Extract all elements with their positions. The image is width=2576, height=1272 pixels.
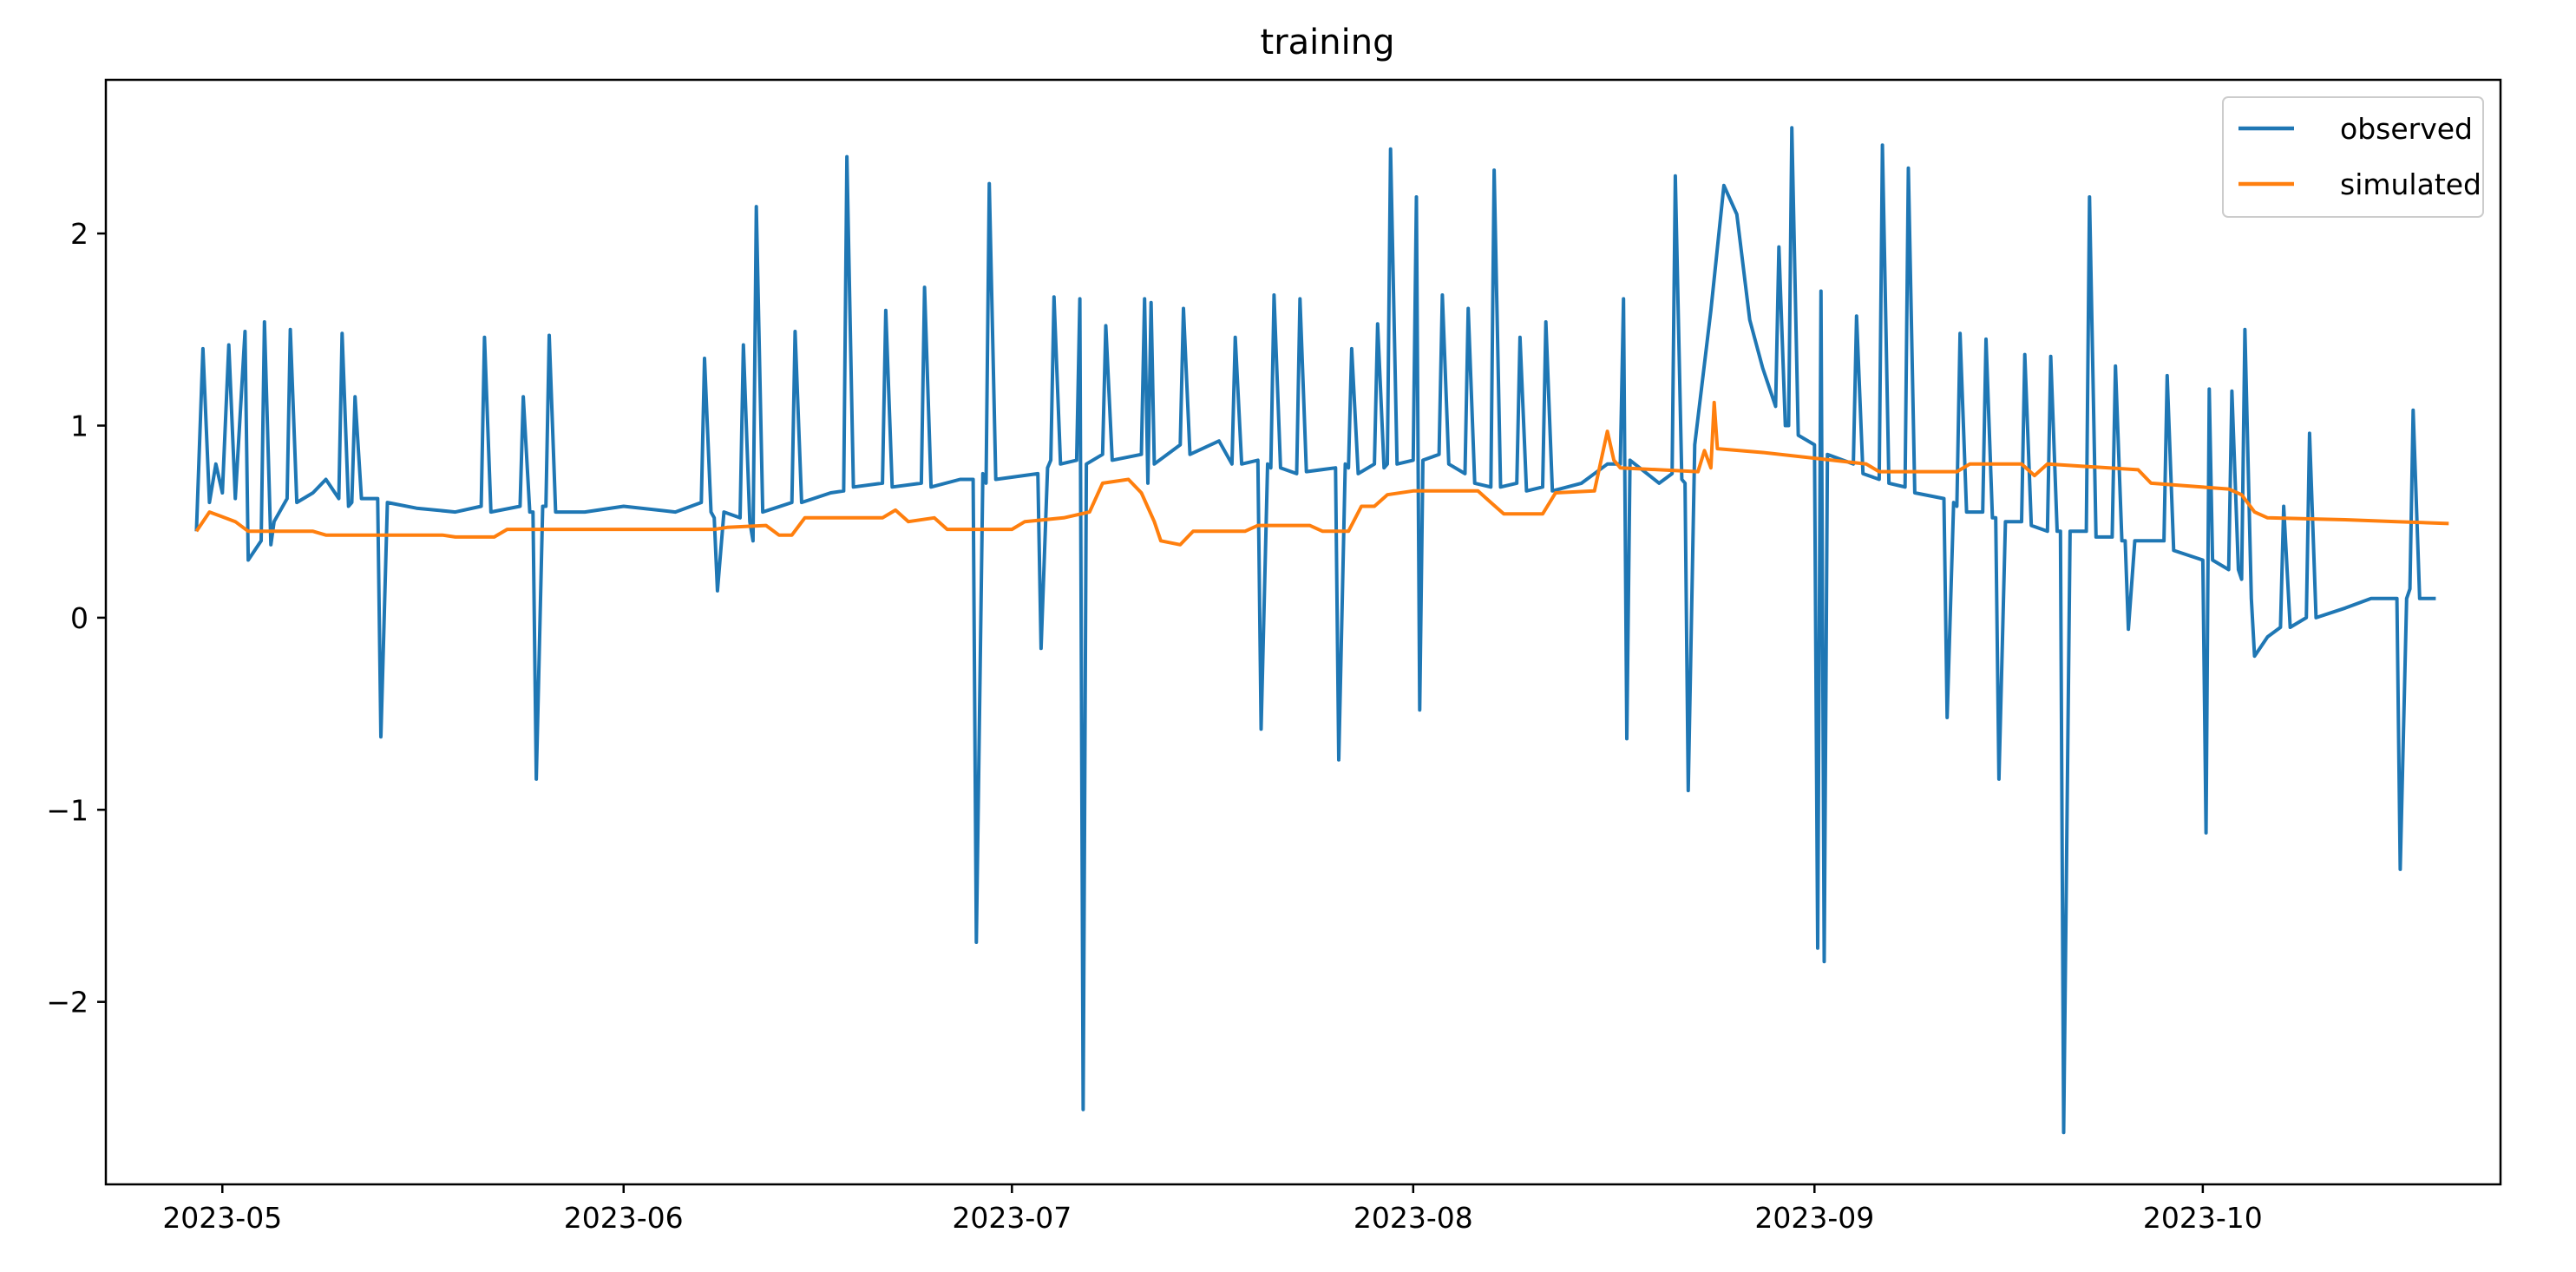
axes-frame	[104, 78, 2502, 1186]
y-axis: −2 −1 0 1 2	[46, 217, 106, 1020]
legend-label-observed: observed	[2340, 112, 2473, 146]
series-line-simulated	[194, 400, 2449, 547]
x-tick-label: 2023-10	[2143, 1201, 2263, 1235]
series-line-observed	[194, 126, 2436, 1135]
y-tick-label: 1	[70, 410, 88, 443]
x-tick-label: 2023-05	[162, 1201, 282, 1235]
plot-lines	[194, 126, 2449, 1135]
x-tick-label: 2023-09	[1754, 1201, 1874, 1235]
legend-label-simulated: simulated	[2340, 167, 2481, 201]
x-tick-label: 2023-07	[952, 1201, 1072, 1235]
x-tick-label: 2023-08	[1354, 1201, 1473, 1235]
legend: observed simulated	[2222, 96, 2484, 218]
y-tick-label: 0	[70, 601, 88, 635]
y-tick-label: −2	[46, 986, 88, 1020]
x-tick-label: 2023-06	[564, 1201, 684, 1235]
chart-title: training	[1261, 23, 1395, 62]
y-tick-label: 2	[70, 217, 88, 251]
y-tick-label: −1	[46, 793, 88, 827]
x-axis: 2023-05 2023-06 2023-07 2023-08 2023-09 2023-…	[162, 1184, 2263, 1235]
